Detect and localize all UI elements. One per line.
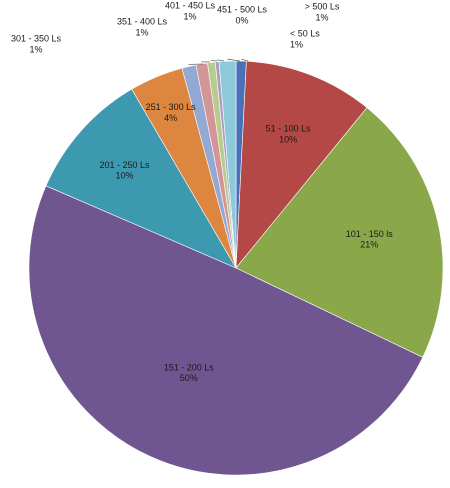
data-label-percent: 1% — [183, 11, 196, 21]
data-label-category: 301 - 350 Ls — [11, 34, 62, 44]
leader-line-8 — [211, 61, 217, 62]
data-label-category: > 500 Ls — [305, 2, 340, 12]
data-label-percent: 1% — [315, 12, 328, 22]
leader-line-0 — [241, 59, 248, 61]
data-label-percent: 21% — [360, 240, 378, 250]
data-label-percent: 1% — [290, 39, 303, 49]
data-label-category: 101 - 150 ls — [346, 229, 394, 239]
data-label-percent: 0% — [235, 15, 248, 25]
data-label-percent: 10% — [279, 134, 297, 144]
data-label-category: 351 - 400 Ls — [117, 17, 168, 27]
data-label-category: 151 - 200 Ls — [164, 362, 215, 372]
data-label-percent: 1% — [29, 44, 42, 54]
data-label-category: 51 - 100 Ls — [266, 123, 312, 133]
data-label-percent: 50% — [180, 373, 198, 383]
leader-line-6 — [189, 64, 204, 65]
pie-slices — [29, 61, 443, 475]
data-label-category: < 50 Ls — [290, 29, 320, 39]
data-label-percent: 1% — [135, 27, 148, 37]
data-label-category: 251 - 300 Ls — [146, 102, 197, 112]
data-label-category: 201 - 250 Ls — [99, 160, 150, 170]
data-label-category: 401 - 450 Ls — [165, 1, 216, 11]
data-label-category: 451 - 500 Ls — [217, 5, 268, 15]
data-label-percent: 10% — [115, 171, 133, 181]
data-label-percent: 4% — [164, 113, 177, 123]
leader-line-9 — [217, 60, 224, 61]
